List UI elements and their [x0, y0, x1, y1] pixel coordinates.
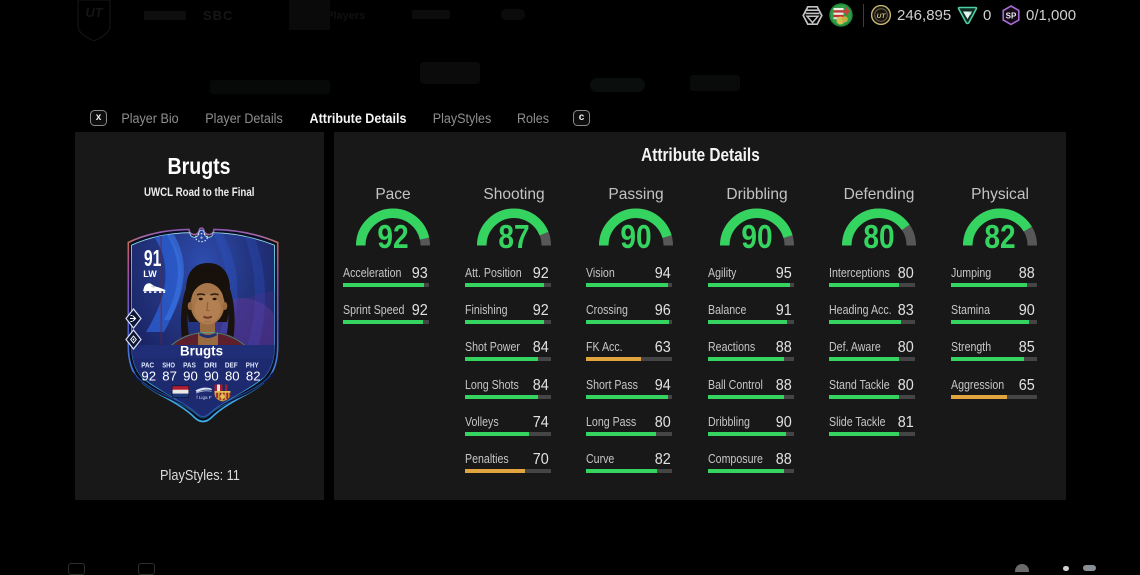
svg-text:LW: LW: [143, 269, 157, 279]
svg-text:91: 91: [144, 245, 162, 271]
svg-text:90: 90: [183, 369, 198, 384]
svg-text:PAS: PAS: [183, 360, 196, 369]
svg-text:PHY: PHY: [246, 360, 259, 369]
svg-text:SP: SP: [1006, 12, 1017, 21]
svg-text:PAC: PAC: [141, 360, 154, 369]
svg-text:SHO: SHO: [162, 360, 175, 369]
svg-text:87: 87: [162, 369, 177, 384]
svg-text:92: 92: [141, 369, 156, 384]
svg-text:90: 90: [204, 369, 219, 384]
svg-text:Brugts: Brugts: [180, 343, 223, 358]
svg-text:UT: UT: [877, 13, 887, 20]
svg-text:f Liga F: f Liga F: [196, 395, 212, 400]
svg-text:80: 80: [225, 369, 240, 384]
svg-text:UT: UT: [85, 5, 103, 20]
svg-text:DEF: DEF: [225, 360, 238, 369]
svg-text:82: 82: [246, 369, 261, 384]
svg-text:DRI: DRI: [204, 360, 217, 369]
